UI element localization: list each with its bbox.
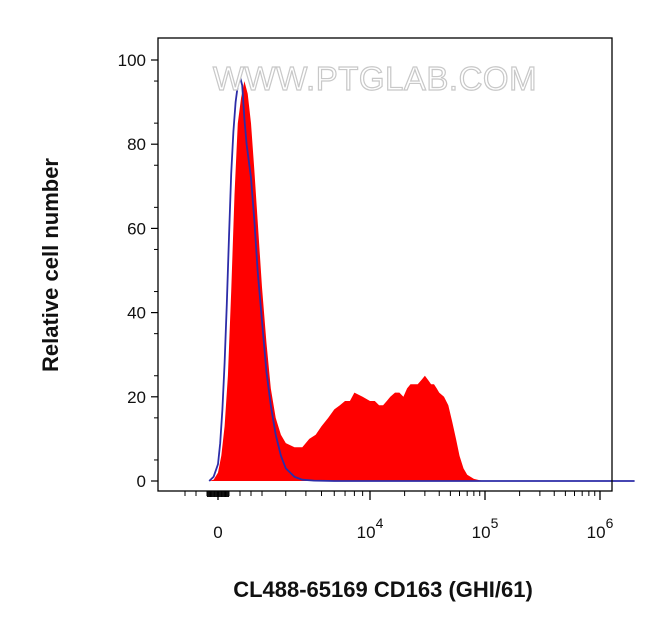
y-tick-label: 20 bbox=[127, 388, 146, 407]
x-axis-title: CL488-65169 CD163 (GHI/61) bbox=[233, 577, 533, 602]
plot-area bbox=[208, 73, 635, 482]
y-tick-label: 100 bbox=[118, 51, 146, 70]
plot-frame bbox=[157, 37, 613, 492]
y-tick-label: 60 bbox=[127, 219, 146, 238]
isotype-control-histogram bbox=[208, 73, 635, 482]
watermark-text: WWW.PTGLAB.COM bbox=[213, 60, 537, 97]
x-tick-label: 106 bbox=[587, 515, 614, 542]
axes: 0 20 40 60 80 100 0 104 105 106 bbox=[118, 37, 614, 542]
x-tick-label: 0 bbox=[213, 523, 222, 542]
y-axis-title: Relative cell number bbox=[38, 158, 63, 372]
stained-sample-histogram bbox=[209, 81, 635, 481]
x-tick-label: 105 bbox=[472, 515, 499, 542]
y-tick-label: 40 bbox=[127, 304, 146, 323]
x-tick-label: 104 bbox=[357, 515, 384, 542]
y-tick-label: 80 bbox=[127, 135, 146, 154]
y-tick-label: 0 bbox=[137, 472, 146, 491]
